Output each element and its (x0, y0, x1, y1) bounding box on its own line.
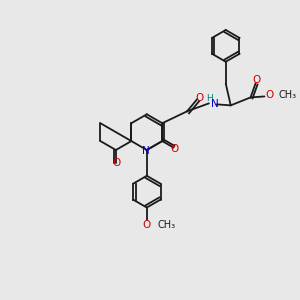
Text: O: O (170, 143, 178, 154)
Text: O: O (143, 220, 151, 230)
Text: O: O (252, 75, 261, 85)
Text: H: H (206, 94, 213, 103)
Text: CH₃: CH₃ (278, 90, 296, 100)
Text: O: O (196, 93, 204, 103)
Text: O: O (265, 90, 274, 100)
Text: CH₃: CH₃ (158, 220, 176, 230)
Text: N: N (211, 99, 219, 110)
Text: N: N (142, 146, 150, 156)
Text: O: O (113, 158, 121, 168)
